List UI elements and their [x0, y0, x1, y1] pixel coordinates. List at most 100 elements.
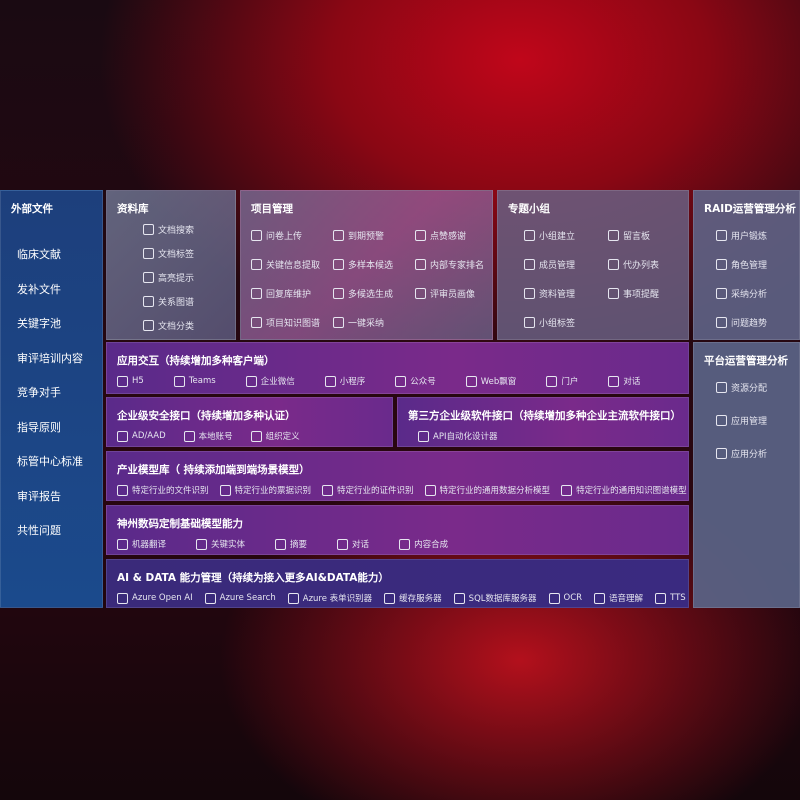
external-file-item[interactable]: 关键字池: [17, 317, 61, 330]
gear-icon: [418, 430, 429, 442]
app-item-label: 门户: [561, 377, 579, 387]
library-item-label: 关系图谱: [158, 298, 195, 308]
project-item[interactable]: 关键信息提取: [251, 258, 320, 271]
security-item[interactable]: AD/AAD: [117, 430, 166, 442]
app-item[interactable]: 小程序: [324, 375, 365, 387]
ai-item[interactable]: Azure Open AI: [117, 592, 193, 604]
graph-icon: [251, 317, 262, 328]
library-item-label: 文档分类: [158, 322, 195, 332]
html5-icon: [117, 375, 128, 387]
ai-item[interactable]: Azure Search: [204, 592, 276, 604]
security-item-label: AD/AAD: [132, 431, 166, 441]
project-title: 项目管理: [251, 203, 293, 215]
industry-item[interactable]: 特定行业的证件识别: [322, 484, 414, 496]
app-item[interactable]: 企业微信: [245, 375, 295, 387]
users-icon: [524, 230, 535, 241]
project-item[interactable]: 多候选生成: [333, 287, 393, 300]
external-file-item[interactable]: 指导原则: [17, 420, 61, 434]
base-item[interactable]: 对话: [337, 538, 369, 550]
industry-item[interactable]: 特定行业的文件识别: [117, 484, 209, 496]
platform-item[interactable]: 应用分析: [716, 447, 767, 460]
base-item[interactable]: 关键实体: [196, 538, 245, 550]
library-item[interactable]: 文档搜索: [143, 223, 194, 236]
ai-item-label: Azure Open AI: [132, 593, 193, 603]
group-item-label: 小组标签: [539, 319, 576, 329]
project-item-label: 评审员画像: [430, 290, 476, 300]
project-item[interactable]: 评审员画像: [415, 287, 475, 300]
raid-item-label: 采纳分析: [731, 290, 768, 300]
entity-icon: [196, 538, 208, 550]
library-item[interactable]: 关系图谱: [143, 295, 194, 308]
search-doc-icon: [204, 592, 216, 604]
library-item[interactable]: 文档分类: [143, 319, 194, 332]
project-item[interactable]: 多样本候选: [333, 258, 393, 271]
external-file-item[interactable]: 竞争对手: [17, 386, 61, 399]
base-item[interactable]: 摘要: [275, 538, 307, 550]
raid-item[interactable]: 用户锻炼: [716, 229, 767, 242]
external-file-item[interactable]: 临床文献: [17, 248, 61, 261]
app-item[interactable]: H5: [117, 375, 144, 387]
library-item[interactable]: 高亮提示: [143, 271, 194, 284]
group-item[interactable]: 小组标签: [524, 316, 575, 329]
project-item[interactable]: 项目知识图谱: [251, 316, 320, 329]
third-item[interactable]: API自动化设计器: [418, 430, 497, 442]
raid-item[interactable]: 问题趋势: [716, 316, 767, 329]
security-panel: 企业级安全接口（持续增加多种认证） AD/AAD 本地账号 组织定义: [106, 397, 393, 447]
base-item[interactable]: 内容合成: [399, 538, 448, 550]
base-item-label: 内容合成: [414, 540, 449, 550]
security-item[interactable]: 本地账号: [183, 430, 233, 442]
app-item[interactable]: Web飘窗: [465, 375, 516, 387]
external-file-item[interactable]: 共性问题: [17, 524, 61, 537]
project-item[interactable]: 到期预警: [333, 229, 384, 242]
teams-icon: [173, 375, 185, 387]
project-item-label: 回复库维护: [266, 290, 312, 300]
file-icon: [117, 484, 128, 496]
user-icon: [183, 430, 195, 442]
ai-item[interactable]: 语音理解: [594, 592, 643, 604]
doc-icon: [275, 538, 287, 550]
group-item[interactable]: 成员管理: [524, 258, 575, 271]
external-file-item[interactable]: 审评报告: [17, 489, 61, 503]
industry-item[interactable]: 特定行业的通用知识图谱模型: [561, 484, 687, 496]
ai-item-label: SQL数据库服务器: [468, 594, 537, 604]
platform-item[interactable]: 资源分配: [716, 381, 767, 394]
app-item[interactable]: Teams: [173, 375, 216, 387]
raid-item[interactable]: 角色管理: [716, 258, 767, 271]
project-item[interactable]: 点赞感谢: [415, 229, 466, 242]
edit-icon: [251, 288, 262, 299]
group-item[interactable]: 小组建立: [524, 229, 575, 242]
chat-icon: [337, 538, 349, 550]
industry-item[interactable]: 特定行业的通用数据分析模型: [424, 484, 550, 496]
base-item-label: 对话: [352, 540, 370, 550]
ai-item[interactable]: TTS: [655, 592, 686, 604]
raid-item-label: 用户锻炼: [731, 232, 768, 242]
ai-item[interactable]: OCR: [548, 592, 583, 604]
external-file-item[interactable]: 审评培训内容: [17, 351, 83, 365]
group-item[interactable]: 资料管理: [524, 287, 575, 300]
platform-item[interactable]: 应用管理: [716, 414, 767, 427]
project-item[interactable]: 回复库维护: [251, 287, 311, 300]
external-file-item[interactable]: 发补文件: [17, 282, 61, 296]
industry-item[interactable]: 特定行业的票据识别: [219, 484, 311, 496]
app-item[interactable]: 门户: [546, 375, 578, 387]
third-party-title: 第三方企业级软件接口（持续增加多种企业主流软件接口）: [408, 410, 681, 422]
ai-item[interactable]: Azure 表单识别器: [287, 592, 372, 604]
group-item[interactable]: 事项提醒: [608, 287, 659, 300]
ai-item[interactable]: SQL数据库服务器: [453, 592, 537, 604]
base-item[interactable]: 机器翻译: [117, 538, 166, 550]
project-item[interactable]: 问卷上传: [251, 229, 302, 242]
ai-item[interactable]: 缓存服务器: [384, 592, 442, 604]
id-card-icon: [322, 484, 334, 496]
app-item[interactable]: 对话: [608, 375, 640, 387]
project-item[interactable]: 一键采纳: [333, 316, 384, 329]
ai-item-label: OCR: [563, 593, 583, 603]
group-item[interactable]: 留言板: [608, 229, 650, 242]
raid-item[interactable]: 采纳分析: [716, 287, 767, 300]
external-file-item[interactable]: 标管中心标准: [17, 455, 83, 468]
base-item-label: 机器翻译: [132, 540, 167, 550]
app-item[interactable]: 公众号: [395, 375, 436, 387]
security-item[interactable]: 组织定义: [250, 430, 300, 442]
library-item[interactable]: 文档标签: [143, 247, 194, 260]
project-item[interactable]: 内部专家排名: [415, 258, 484, 271]
group-item[interactable]: 代办列表: [608, 258, 659, 271]
